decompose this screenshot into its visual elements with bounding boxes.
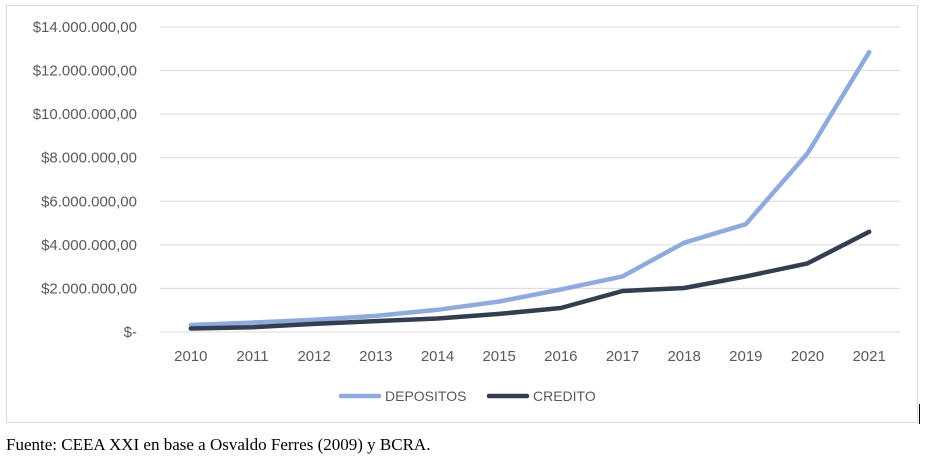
x-tick-label: 2013 — [359, 348, 392, 365]
legend: DEPOSITOS CREDITO — [338, 388, 596, 404]
x-axis-ticks: 2010 2011 2012 2013 2014 2015 2016 2017 2018 2019… — [174, 348, 886, 365]
y-tick-label: $4.000.000,00 — [41, 237, 137, 254]
x-tick-label: 2016 — [544, 348, 577, 365]
y-tick-label: $8.000.000,00 — [41, 150, 137, 167]
series-lines — [188, 49, 872, 331]
x-tick-label: 2012 — [297, 348, 330, 365]
y-tick-label: $6.000.000,00 — [41, 193, 137, 210]
x-tick-label: 2021 — [852, 348, 885, 365]
y-axis-ticks: $- $2.000.000,00 $4.000.000,00 $6.000.000,0… — [33, 19, 137, 341]
edge-mark — [919, 404, 920, 424]
series-line-credito — [188, 229, 872, 331]
y-tick-label: $2.000.000,00 — [41, 280, 137, 297]
source-note: Fuente: CEEA XXI en base a Osvaldo Ferre… — [6, 435, 431, 454]
y-tick-label: $12.000.000,00 — [33, 63, 137, 80]
y-tick-label: $- — [124, 324, 137, 341]
line-chart: $- $2.000.000,00 $4.000.000,00 $6.000.000,0… — [33, 19, 900, 404]
x-tick-label: 2015 — [482, 348, 515, 365]
x-tick-label: 2010 — [174, 348, 207, 365]
y-tick-label: $10.000.000,00 — [33, 106, 137, 123]
x-tick-label: 2020 — [791, 348, 824, 365]
x-tick-label: 2011 — [236, 348, 268, 365]
x-tick-label: 2014 — [421, 348, 454, 365]
series-line-depositos — [188, 49, 872, 328]
legend-label: DEPOSITOS — [385, 388, 466, 404]
legend-label: CREDITO — [533, 388, 596, 404]
x-tick-label: 2018 — [667, 348, 700, 365]
gridlines — [160, 26, 900, 333]
y-tick-label: $14.000.000,00 — [33, 19, 137, 36]
x-tick-label: 2017 — [606, 348, 639, 365]
x-tick-label: 2019 — [729, 348, 762, 365]
chart-frame: $- $2.000.000,00 $4.000.000,00 $6.000.000,0… — [6, 5, 918, 423]
